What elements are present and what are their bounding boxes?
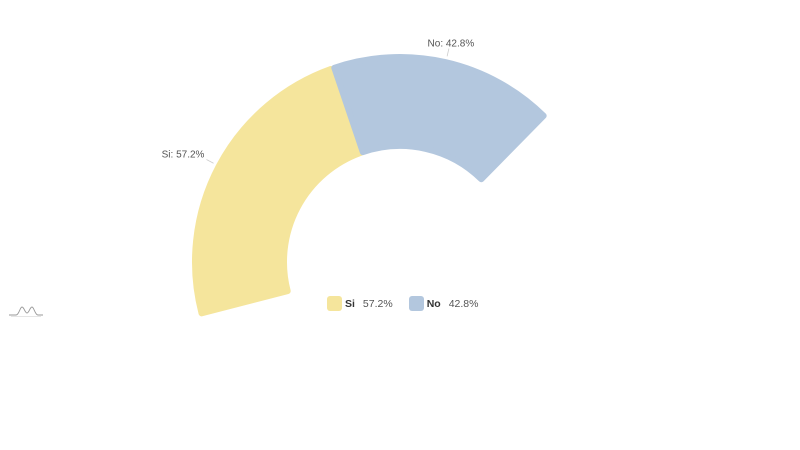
legend-swatch-no [408,296,424,311]
legend-item-si[interactable]: Si 57.2% [327,296,393,311]
legend-value-no: 42.8% [448,297,479,310]
legend: Si 57.2% No 42.8% [327,296,478,311]
chart-logo-icon [9,306,43,317]
legend-item-no[interactable]: No 42.8% [408,296,479,311]
slice-no[interactable] [331,54,547,183]
slices [192,54,547,317]
label-connector-si [206,159,214,164]
slice-label-no: No: 42.8% [428,39,475,50]
label-connector-no [446,48,450,57]
legend-swatch-si [327,296,342,311]
legend-label-si: Si [345,297,355,310]
slice-label-si: Si: 57.2% [162,150,205,161]
legend-value-si: 57.2% [362,297,393,310]
slice-labels: Si: 57.2% No: 42.8% [162,39,475,164]
legend-label-no: No [426,297,441,310]
slice-si[interactable] [192,65,364,317]
